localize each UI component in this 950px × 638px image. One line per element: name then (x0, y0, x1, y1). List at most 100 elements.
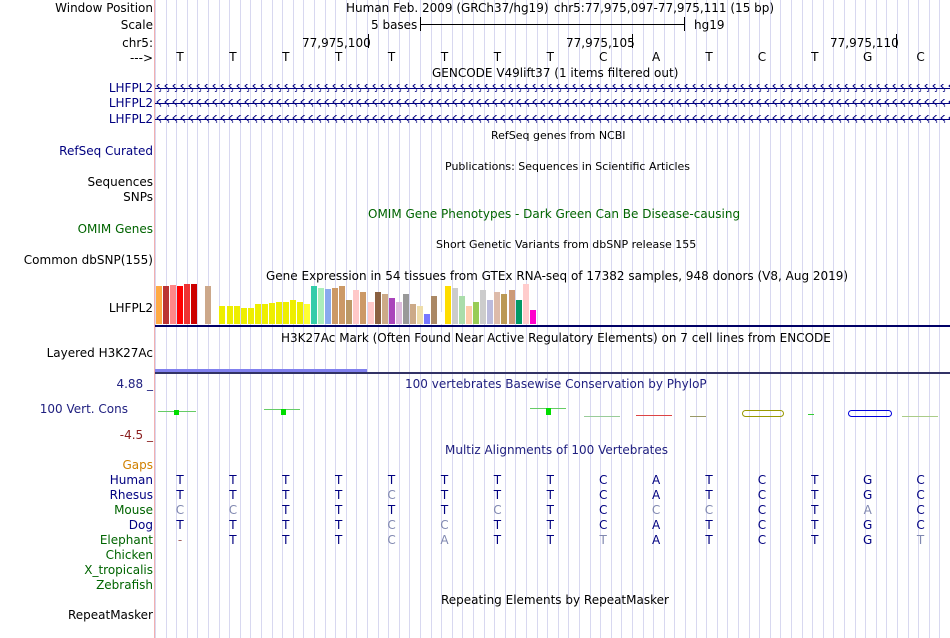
gtex-bar[interactable] (339, 286, 346, 324)
gtex-bar[interactable] (332, 288, 339, 324)
gtex-bar[interactable] (170, 285, 177, 324)
gtex-bar[interactable] (353, 290, 360, 324)
multiz-species-label[interactable]: Mouse (114, 503, 153, 517)
gtex-bar[interactable] (360, 292, 367, 324)
gtex-bar[interactable] (219, 306, 226, 324)
multiz-base: T (705, 488, 713, 502)
dbsnp-track-label[interactable]: Common dbSNP(155) (23, 253, 153, 267)
gtex-bar[interactable] (522, 284, 529, 324)
multiz-base: C (598, 503, 608, 517)
publications-sequences-label[interactable]: Sequences (87, 175, 153, 189)
gtex-bar[interactable] (438, 312, 444, 324)
gencode-intron-lines[interactable] (155, 82, 950, 126)
multiz-species-label[interactable]: X_tropicalis (84, 563, 153, 577)
gtex-bar[interactable] (318, 288, 325, 324)
phylop-track-title[interactable]: 100 vertebrates Basewise Conservation by… (405, 377, 707, 391)
refseq-track-label[interactable]: RefSeq Curated (59, 144, 153, 158)
gtex-bar[interactable] (184, 284, 191, 324)
gtex-track-title[interactable]: Gene Expression in 54 tissues from GTEx … (266, 269, 849, 283)
gtex-bar[interactable] (409, 304, 416, 324)
gtex-bar[interactable] (346, 300, 353, 324)
gtex-bar[interactable] (402, 294, 409, 324)
gencode-gene-label-1[interactable]: LHFPL2 (108, 81, 153, 95)
gtex-bar[interactable] (480, 290, 487, 324)
gtex-bar[interactable] (466, 306, 473, 324)
multiz-base: T (335, 473, 343, 487)
h3k27ac-track-title[interactable]: H3K27Ac Mark (Often Found Near Active Re… (281, 331, 831, 345)
gtex-bar[interactable] (459, 296, 466, 324)
multiz-base: C (916, 503, 925, 517)
gtex-bar[interactable] (501, 294, 508, 324)
gtex-bar[interactable] (494, 292, 501, 324)
gtex-bar[interactable] (416, 306, 423, 324)
publications-snps-label[interactable]: SNPs (123, 190, 153, 204)
multiz-species-label[interactable]: Zebrafish (96, 578, 153, 592)
repeatmasker-track-label[interactable]: RepeatMasker (67, 608, 153, 622)
multiz-base: T (546, 473, 554, 487)
gtex-bar[interactable] (515, 300, 522, 324)
gtex-bar[interactable] (311, 286, 318, 324)
h3k27ac-baseline (155, 372, 950, 374)
gtex-bar-chart[interactable] (156, 284, 950, 324)
multiz-species-label[interactable]: Chicken (105, 548, 153, 562)
multiz-species-label[interactable]: Elephant (99, 533, 153, 547)
multiz-species-label[interactable]: Dog (128, 518, 153, 532)
gtex-bar[interactable] (240, 308, 247, 324)
gtex-bar[interactable] (282, 302, 289, 324)
multiz-track-title[interactable]: Multiz Alignments of 100 Vertebrates (445, 443, 669, 457)
gtex-bar[interactable] (247, 308, 254, 324)
gtex-bar[interactable] (297, 302, 303, 324)
multiz-base: T (335, 518, 343, 532)
gtex-bar[interactable] (289, 300, 296, 324)
coord-tick-1 (368, 34, 369, 48)
multiz-base: T (440, 473, 449, 487)
gencode-gene-label-2[interactable]: LHFPL2 (108, 96, 153, 110)
gtex-bar[interactable] (268, 303, 275, 324)
gtex-bar[interactable] (508, 290, 515, 324)
multiz-gaps-label[interactable]: Gaps (122, 458, 153, 472)
h3k27ac-track-label[interactable]: Layered H3K27Ac (46, 346, 153, 360)
scale-bar-left-tick (420, 17, 421, 31)
multiz-base: C (598, 488, 608, 502)
gencode-gene-label-3[interactable]: LHFPL2 (108, 112, 153, 126)
gencode-track-title[interactable]: GENCODE V49lift37 (1 items filtered out) (432, 66, 679, 80)
gtex-bar[interactable] (325, 289, 332, 324)
publications-track-title[interactable]: Publications: Sequences in Scientific Ar… (445, 160, 690, 173)
refseq-track-title[interactable]: RefSeq genes from NCBI (491, 129, 626, 142)
phylop-track-label[interactable]: 100 Vert. Cons (39, 402, 128, 416)
multiz-species-label[interactable]: Human (109, 473, 153, 487)
gtex-bar[interactable] (205, 286, 212, 324)
gtex-bar[interactable] (233, 306, 240, 324)
gtex-bar[interactable] (191, 284, 198, 324)
gtex-track-label[interactable]: LHFPL2 (108, 301, 153, 315)
gtex-bar[interactable] (163, 286, 169, 324)
gtex-bar[interactable] (261, 304, 268, 324)
gtex-bar[interactable] (529, 310, 536, 324)
gtex-bar[interactable] (226, 306, 233, 324)
gtex-bar[interactable] (304, 304, 310, 324)
base-letter: T (176, 50, 184, 64)
gtex-bar[interactable] (367, 302, 374, 324)
omim-track-title[interactable]: OMIM Gene Phenotypes - Dark Green Can Be… (368, 207, 741, 221)
gtex-bar[interactable] (275, 302, 282, 324)
gtex-bar[interactable] (177, 286, 184, 324)
multiz-species-label[interactable]: Rhesus (109, 488, 153, 502)
gtex-bar[interactable] (430, 296, 437, 324)
gtex-bar[interactable] (156, 286, 162, 324)
gtex-bar[interactable] (374, 292, 381, 324)
base-letter: T (440, 50, 449, 64)
gtex-bar[interactable] (487, 300, 494, 324)
base-letter: C (757, 50, 767, 64)
gtex-bar[interactable] (423, 314, 430, 324)
base-letter: T (335, 50, 343, 64)
gtex-bar[interactable] (395, 302, 402, 324)
omim-track-label[interactable]: OMIM Genes (77, 222, 153, 236)
repeatmasker-track-title[interactable]: Repeating Elements by RepeatMasker (441, 593, 669, 607)
gtex-bar[interactable] (445, 286, 452, 324)
gtex-bar[interactable] (381, 294, 388, 324)
dbsnp-track-title[interactable]: Short Genetic Variants from dbSNP releas… (436, 238, 697, 251)
gtex-bar[interactable] (254, 304, 261, 324)
gtex-bar[interactable] (388, 298, 395, 324)
gtex-bar[interactable] (452, 288, 459, 324)
gtex-bar[interactable] (473, 302, 480, 324)
